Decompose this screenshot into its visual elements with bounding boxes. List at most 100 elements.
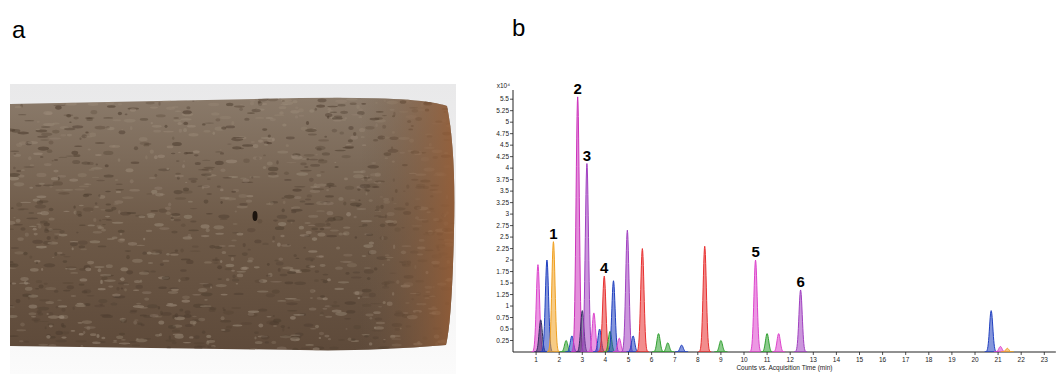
bark-speck — [49, 138, 61, 140]
bark-speck — [204, 261, 212, 263]
bark-speck — [163, 131, 174, 133]
bark-speck — [291, 211, 296, 214]
bark-speck — [233, 223, 238, 225]
bark-speck — [287, 271, 296, 274]
bark-speck — [178, 152, 181, 153]
bark-speck — [183, 128, 187, 132]
bark-speck — [268, 167, 278, 171]
bark-speck — [103, 151, 113, 155]
bark-speck — [13, 167, 16, 170]
bark-speck — [285, 282, 294, 285]
bark-speck — [248, 313, 255, 316]
bark-speck — [274, 114, 284, 116]
bark-speck — [167, 346, 171, 349]
bark-speck — [98, 288, 106, 290]
bark-speck — [215, 118, 220, 121]
bark-speck — [284, 195, 295, 199]
bark-speck — [91, 167, 103, 170]
bark-speck — [315, 108, 317, 111]
bark-speck — [130, 126, 133, 130]
bark-speck — [329, 346, 338, 349]
bark-speck — [30, 164, 35, 166]
bark-speck — [343, 231, 349, 235]
bark-speck — [206, 228, 210, 232]
peak — [675, 345, 688, 352]
bark-speck — [220, 260, 222, 263]
bark-speck — [295, 115, 298, 118]
bark-speck — [109, 145, 120, 148]
bark-speck — [220, 189, 224, 192]
bark-speck — [275, 226, 284, 230]
bark-speck — [300, 348, 311, 349]
bark-speck — [70, 272, 78, 273]
bark-speck — [111, 303, 118, 306]
bark-speck — [36, 280, 42, 283]
bark-speck — [73, 117, 78, 120]
bark-speck — [278, 258, 283, 261]
bark-speck — [180, 249, 183, 253]
bark-speck — [353, 132, 356, 136]
bark-speck — [313, 188, 324, 190]
bark-speck — [83, 331, 85, 334]
bark-speck — [72, 125, 83, 128]
bark-speck — [54, 159, 58, 161]
bark-speck — [206, 193, 212, 195]
x-tick-label: 8 — [696, 356, 700, 363]
bark-speck — [203, 306, 214, 307]
x-tick — [582, 352, 583, 355]
bark-speck — [34, 233, 38, 236]
bark-speck — [299, 115, 305, 117]
bark-speck — [105, 101, 114, 105]
bark-speck — [194, 154, 199, 156]
bark-speck — [250, 99, 256, 102]
bark-speck — [294, 196, 301, 199]
x-tick — [605, 352, 606, 355]
bark-speck — [346, 328, 348, 329]
bark-speck — [282, 197, 285, 199]
bark-speck — [86, 119, 93, 121]
bark-speck — [36, 246, 47, 249]
bark-speck — [241, 322, 252, 325]
bark-speck — [105, 191, 111, 192]
bark-speck — [44, 163, 52, 166]
bark-speck — [226, 326, 232, 329]
bark-speck — [202, 160, 210, 161]
bark-speck — [107, 127, 115, 130]
bark-speck — [100, 314, 111, 316]
bark-speck — [254, 266, 260, 268]
bark-speck — [226, 103, 233, 107]
bark-speck — [160, 311, 163, 315]
bark-speck — [84, 326, 96, 329]
bark-speck — [294, 186, 305, 187]
bark-speck — [77, 322, 82, 324]
bark-speck — [223, 177, 233, 178]
bark-speck — [62, 189, 74, 191]
bark-speck — [47, 149, 52, 153]
bark-speck — [29, 256, 32, 259]
bark-speck — [9, 335, 18, 337]
bark-speck — [36, 129, 40, 130]
bark-speck — [105, 209, 113, 212]
x-tick — [859, 352, 860, 355]
bark-speck — [59, 157, 68, 158]
bark-speck — [124, 288, 127, 291]
bark-texture — [5, 90, 460, 360]
bark-speck — [87, 295, 95, 297]
bark-speck — [25, 233, 29, 237]
bark-speck — [188, 201, 193, 203]
bark-speck — [75, 188, 85, 190]
bark-speck — [228, 255, 236, 257]
bark-speck — [267, 97, 278, 101]
bark-speck — [258, 97, 268, 101]
y-tick — [510, 260, 513, 261]
bark-speck — [32, 318, 41, 321]
bark-speck — [19, 340, 23, 342]
y-tick — [510, 214, 513, 215]
bark-speck — [63, 290, 70, 292]
bark-speck — [88, 148, 91, 150]
bark-speck — [301, 127, 308, 131]
bark-speck — [13, 154, 21, 157]
bark-speck — [136, 338, 138, 340]
bark-speck — [246, 200, 252, 203]
bark-speck — [328, 108, 332, 110]
